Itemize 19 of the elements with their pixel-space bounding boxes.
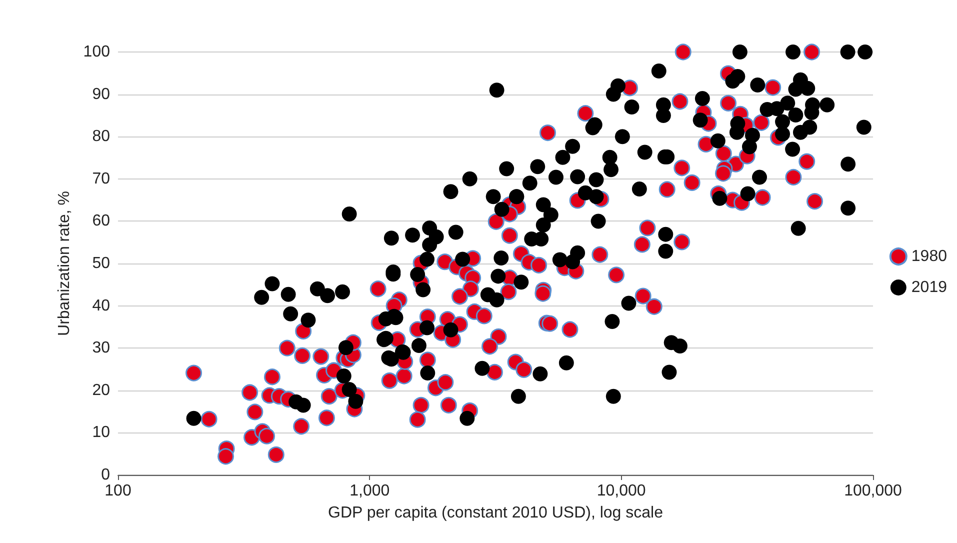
legend-label: 1980: [911, 248, 948, 265]
x-tick-label: 10,000: [596, 482, 646, 500]
y-tick-label: 80: [92, 128, 110, 146]
y-tick-label: 10: [92, 424, 110, 442]
y-tick-label: 30: [92, 340, 110, 357]
y-tick-label: 70: [92, 170, 110, 188]
y-tick-label: 60: [92, 212, 110, 230]
y-tick-label: 90: [92, 86, 110, 103]
y-tick-label: 20: [92, 382, 110, 399]
x-axis-title: GDP per capita (constant 2010 USD), log scale: [328, 504, 664, 522]
x-tick-label: 100,000: [844, 482, 902, 500]
legend-label: 2019: [911, 279, 948, 296]
x-tick-label: 100: [104, 482, 132, 500]
x-tick-label: 1,000: [350, 482, 390, 500]
y-axis-title: Urbanization rate, %: [56, 191, 73, 336]
y-tick-label: 40: [92, 297, 110, 314]
y-tick-label: 100: [83, 44, 110, 60]
y-tick-label: 0: [101, 466, 110, 484]
y-tick-label: 50: [92, 255, 110, 272]
